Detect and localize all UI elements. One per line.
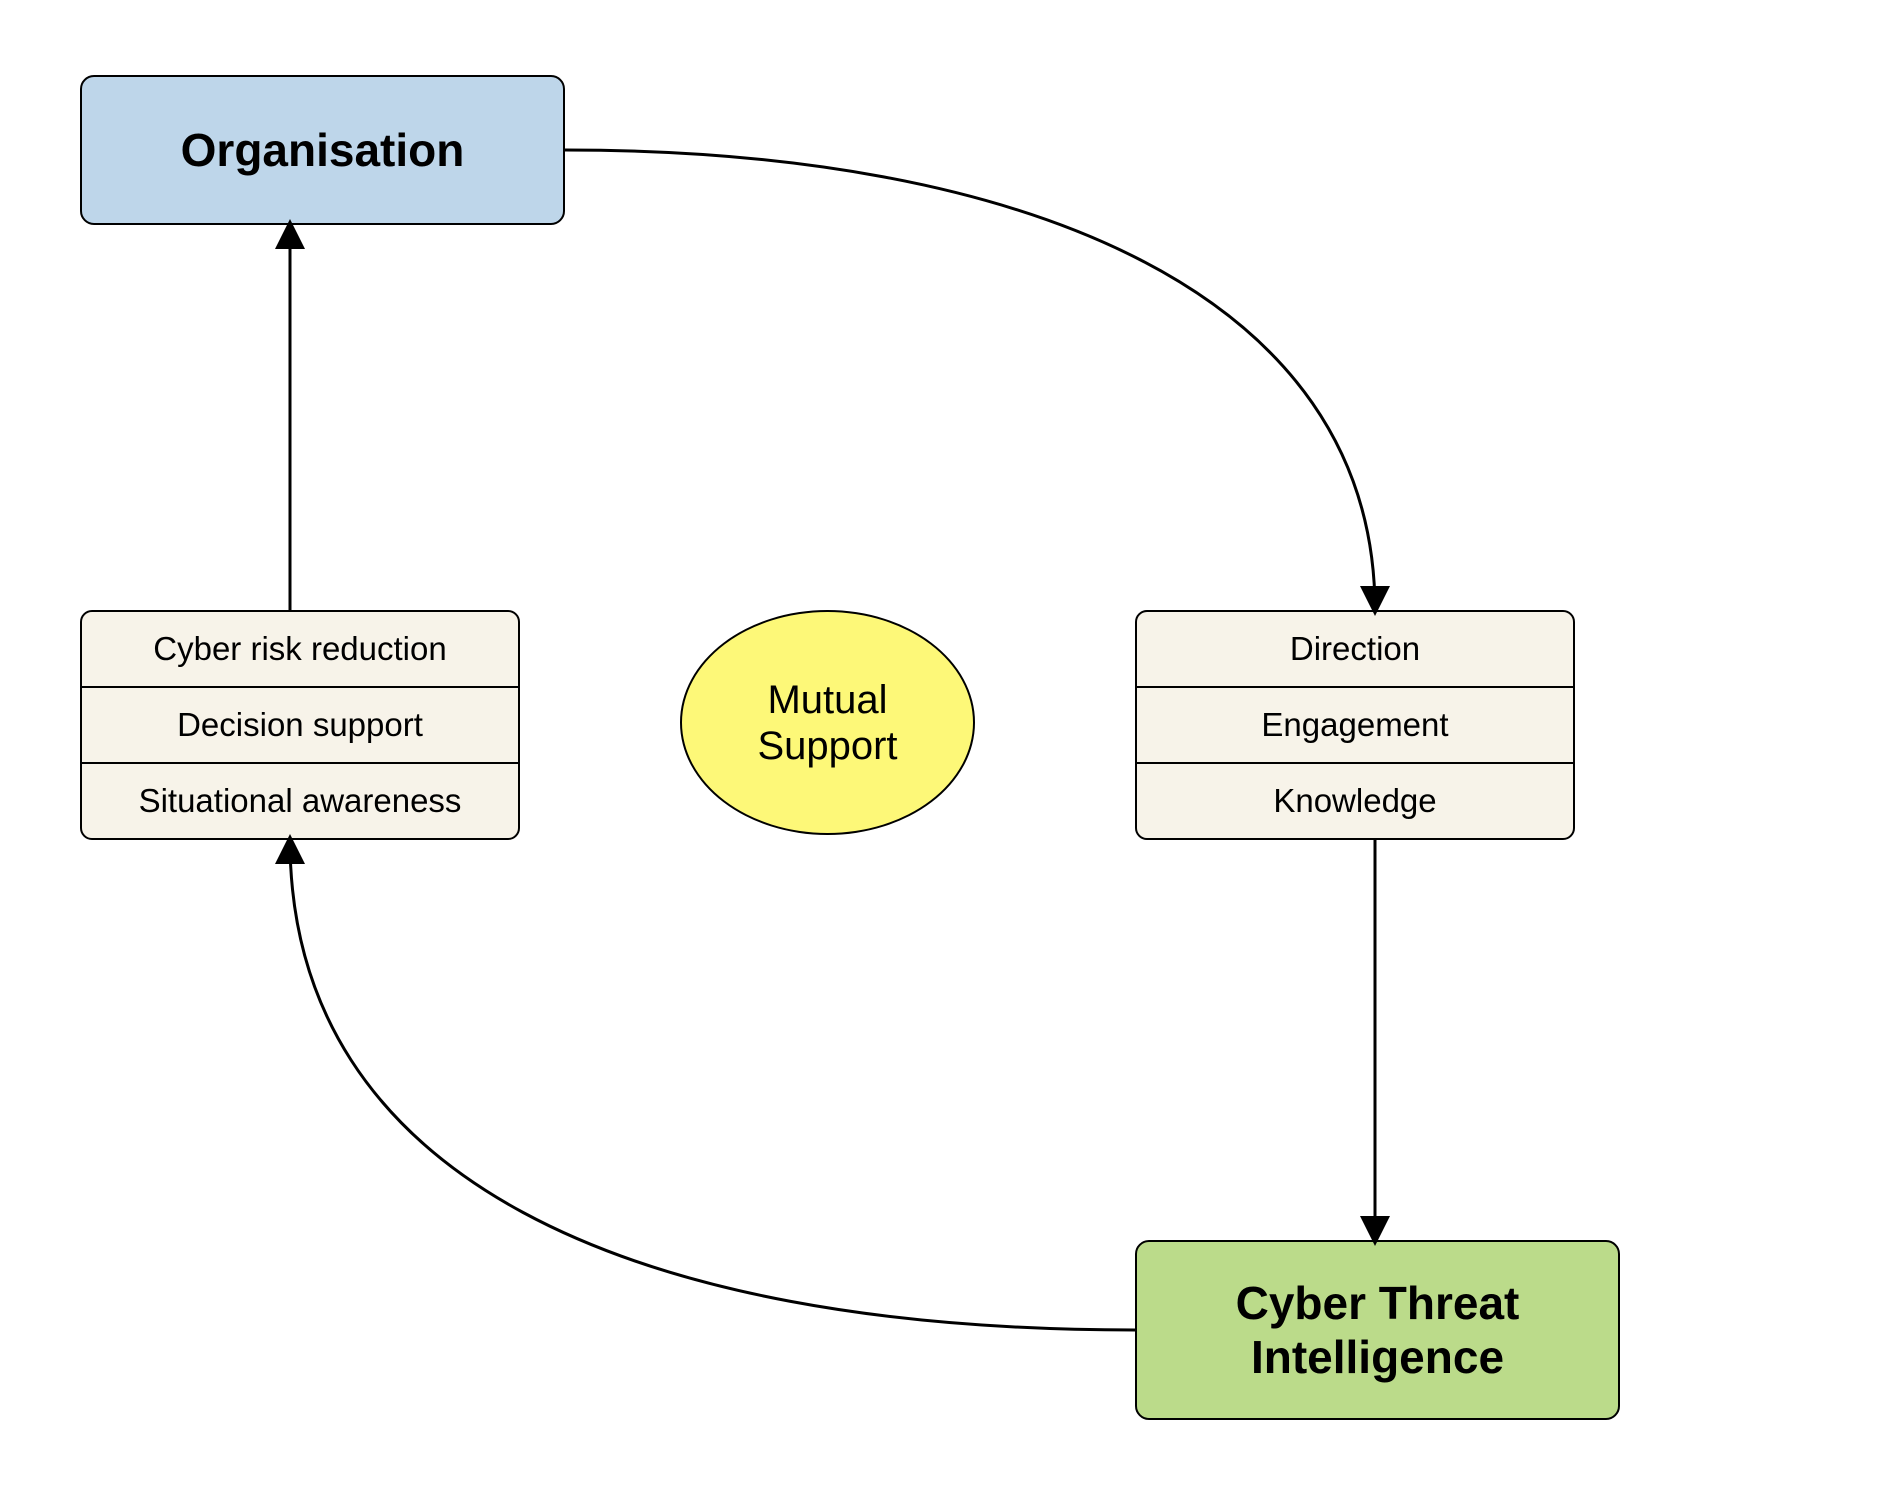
left-stack-item-2-label: Situational awareness: [139, 782, 462, 820]
right-stack-item-1: Engagement: [1135, 686, 1575, 764]
left-stack-item-0: Cyber risk reduction: [80, 610, 520, 688]
organisation-label: Organisation: [181, 123, 465, 177]
right-stack-item-0: Direction: [1135, 610, 1575, 688]
mutual-support-line2: Support: [757, 724, 897, 768]
edge-cti-to-left-stack: [290, 840, 1135, 1330]
mutual-support-node: Mutual Support: [680, 610, 975, 835]
right-stack-item-0-label: Direction: [1290, 630, 1420, 668]
right-stack-item-2: Knowledge: [1135, 762, 1575, 840]
edge-org-to-right-stack: [565, 150, 1375, 610]
cti-node: Cyber Threat Intelligence: [1135, 1240, 1620, 1420]
left-stack-item-1: Decision support: [80, 686, 520, 764]
right-stack: Direction Engagement Knowledge: [1135, 610, 1575, 838]
cti-label: Cyber Threat Intelligence: [1137, 1276, 1618, 1384]
right-stack-item-2-label: Knowledge: [1273, 782, 1436, 820]
left-stack-item-0-label: Cyber risk reduction: [153, 630, 446, 668]
left-stack: Cyber risk reduction Decision support Si…: [80, 610, 520, 838]
diagram-container: Organisation Cyber Threat Intelligence M…: [0, 0, 1895, 1489]
left-stack-item-2: Situational awareness: [80, 762, 520, 840]
organisation-node: Organisation: [80, 75, 565, 225]
left-stack-item-1-label: Decision support: [177, 706, 423, 744]
right-stack-item-1-label: Engagement: [1261, 706, 1448, 744]
mutual-support-line1: Mutual: [767, 678, 887, 722]
